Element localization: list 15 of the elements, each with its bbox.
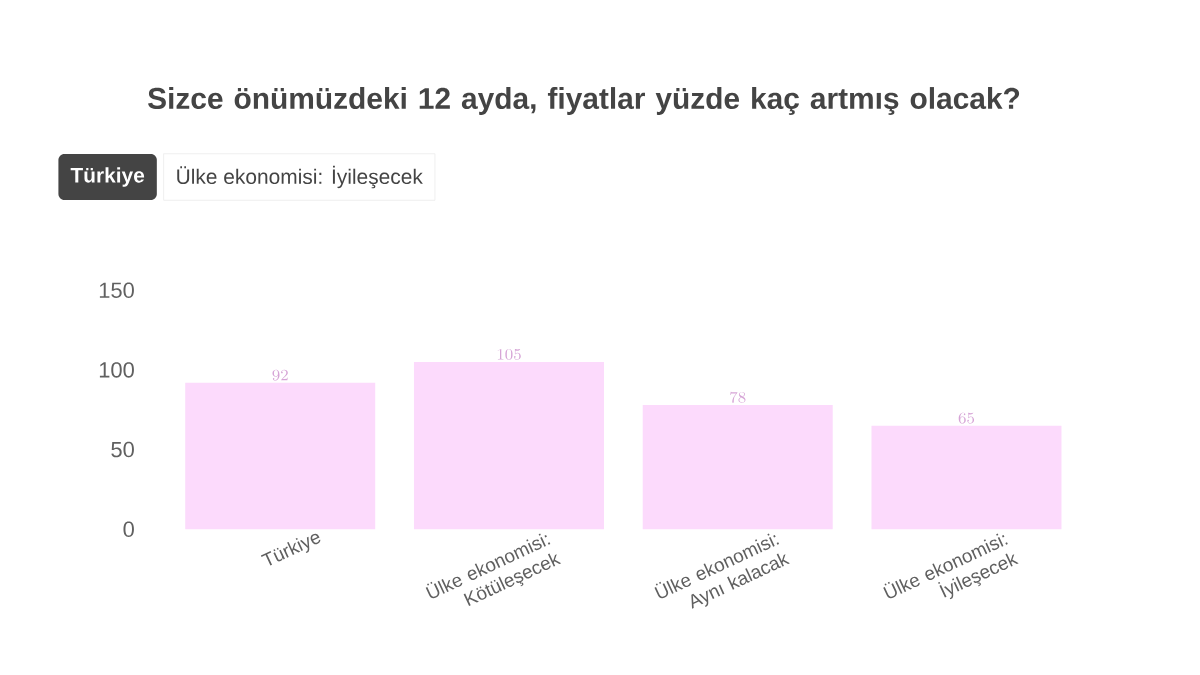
y-tick-label: 100	[99, 362, 134, 378]
data-label: 92	[272, 369, 288, 381]
data-label: 105	[497, 348, 521, 360]
y-tick-label: 50	[111, 441, 134, 458]
bar	[642, 404, 833, 530]
data-label: 65	[958, 412, 975, 424]
bar	[185, 382, 376, 530]
text: Türkiye	[70, 167, 145, 187]
y-tick-label: 0	[123, 521, 134, 537]
bar	[413, 361, 604, 530]
text: Ülke ekonomisi: İyileşecek	[177, 165, 423, 189]
data-label: 78	[730, 391, 746, 403]
bar	[871, 425, 1062, 530]
chart-title: Sizce önümüzdeki 12 ayda, fiyatlar yüzde kaç artmış olacak?	[148, 87, 1020, 115]
y-tick-label: 150	[99, 282, 134, 298]
